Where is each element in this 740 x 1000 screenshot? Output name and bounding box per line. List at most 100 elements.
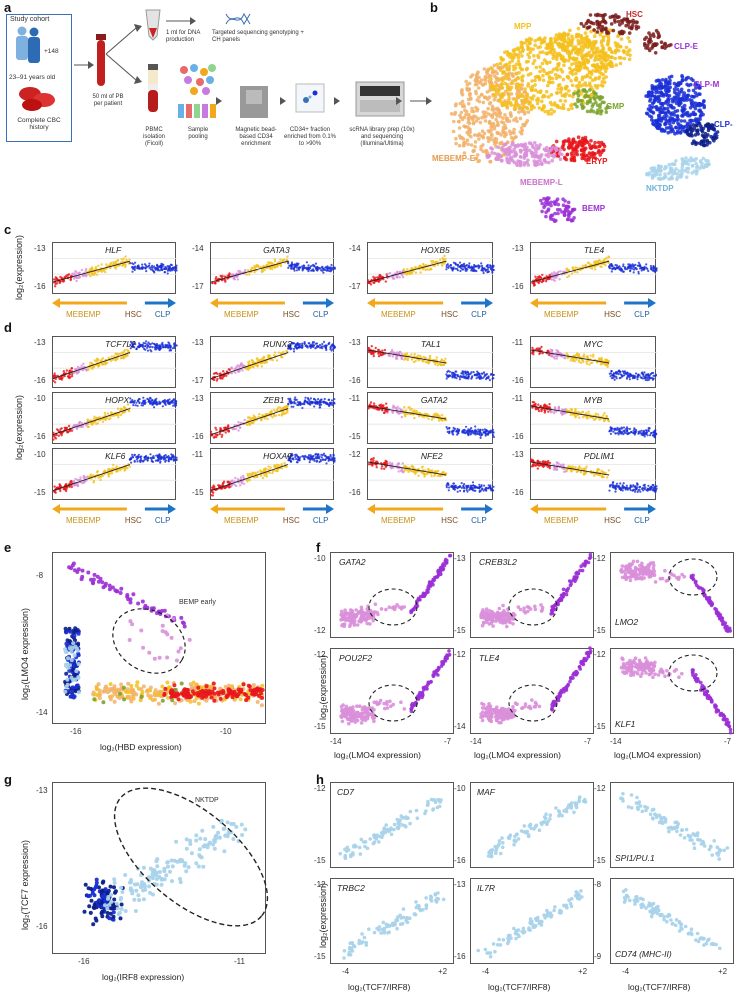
facs-plot-icon bbox=[295, 83, 325, 113]
g-xtick-left: -16 bbox=[78, 957, 90, 966]
c-ytick-bottom-3: -16 bbox=[512, 282, 524, 291]
g-xlabel: log₂(IRF8 expression) bbox=[102, 972, 185, 982]
panel-a-workflow: Study cohort +148 23–91 years old Comple… bbox=[0, 0, 432, 215]
d-ytick-top-6: -11 bbox=[349, 394, 360, 403]
d-lineage-arrows-3 bbox=[530, 504, 656, 514]
d-plot-9: HOXA9 bbox=[210, 448, 336, 500]
f-xtick-left-0: -14 bbox=[330, 737, 342, 746]
d-scatter-6 bbox=[367, 401, 495, 439]
label-clp-e: CLP-E bbox=[674, 42, 698, 51]
c-xlabel-clp-3: CLP bbox=[634, 310, 650, 319]
people-icon bbox=[16, 26, 40, 63]
h-xtick-left-1: -4 bbox=[482, 967, 490, 976]
f-ytick-bottom-2: -15 bbox=[594, 626, 606, 635]
h-xlabel-1: log₂(TCF7/IRF8) bbox=[488, 982, 551, 992]
umap-scatter bbox=[449, 12, 720, 223]
d-xlabel-clp-0: CLP bbox=[154, 516, 171, 525]
d-gene-3: MYC bbox=[583, 339, 603, 349]
pbmc-tube-icon bbox=[148, 64, 158, 112]
d-scatter-4 bbox=[51, 396, 178, 441]
c-gene-1: GATA3 bbox=[263, 245, 290, 255]
pooling-icon bbox=[178, 64, 216, 118]
panel-letter-d: d bbox=[4, 320, 12, 335]
d-scatter-5 bbox=[209, 396, 336, 439]
d-ytick-top-4: -10 bbox=[34, 394, 46, 403]
f-plot-3: POU2F2 bbox=[330, 648, 454, 734]
label-hsc: HSC bbox=[626, 10, 643, 19]
cohort-age: 23–91 years old bbox=[9, 74, 56, 81]
c-xlabel-clp-1: CLP bbox=[312, 310, 329, 319]
e-ylabel: log₂(LMO4 expression) bbox=[20, 607, 30, 700]
d-scatter-10 bbox=[367, 457, 495, 493]
f-gene-0: GATA2 bbox=[339, 557, 366, 567]
d-scatter-7 bbox=[530, 400, 658, 439]
h-xtick-left-0: -4 bbox=[342, 967, 350, 976]
d-plot-10: NFE2 bbox=[367, 448, 495, 500]
h-xtick-left-2: -4 bbox=[622, 967, 630, 976]
f-plot-4: TLE4 bbox=[470, 646, 594, 734]
h-plot-4: IL7R bbox=[470, 878, 594, 964]
h-ytick-top-4: -13 bbox=[454, 880, 466, 889]
c-scatter-0 bbox=[52, 255, 178, 288]
c-lineage-arrows-0 bbox=[52, 298, 176, 308]
blood-cells-icon bbox=[19, 87, 55, 111]
g-ylabel: log₂(TCF7 expression) bbox=[20, 839, 30, 930]
c-plot-0: HLF bbox=[52, 242, 178, 294]
f-xtick-right-2: -7 bbox=[724, 737, 732, 746]
panel-letter-f: f bbox=[316, 540, 321, 555]
d-ytick-top-0: -13 bbox=[34, 338, 46, 347]
f-gene-5: KLF1 bbox=[615, 719, 636, 729]
label-gmp: GMP bbox=[606, 102, 625, 111]
h-xtick-right-1: +2 bbox=[578, 967, 588, 976]
f-ytick-bottom-1: -15 bbox=[454, 626, 466, 635]
c-ytick-top-2: -14 bbox=[349, 244, 361, 253]
d-ytick-top-5: -13 bbox=[192, 394, 204, 403]
h-gene-3: TRBC2 bbox=[337, 883, 365, 893]
d-ytick-bottom-5: -16 bbox=[192, 432, 204, 441]
f-xtick-left-2: -14 bbox=[610, 737, 622, 746]
c-xlabel-hsc-0: HSC bbox=[124, 310, 142, 319]
d-xlabel-mebemp-3: MEBEMP bbox=[544, 516, 579, 525]
d-gene-0: TCF7L2 bbox=[105, 339, 136, 349]
nktdp-annotation: NKTDP bbox=[195, 797, 219, 804]
cbc-history: Complete CBC history bbox=[17, 117, 61, 132]
d-xlabel-hsc-1: HSC bbox=[282, 516, 300, 525]
e-ytick-bottom: -14 bbox=[36, 708, 48, 717]
f-ytick-top-3: -12 bbox=[314, 650, 326, 659]
panel-c-ylabel: log₂(expression) bbox=[14, 234, 24, 300]
f-ytick-top-2: -12 bbox=[594, 554, 606, 563]
pb-volume: 50 ml of PB per patient bbox=[92, 94, 124, 107]
f-gene-2: LMO2 bbox=[615, 617, 639, 627]
h-ytick-top-0: -12 bbox=[314, 784, 326, 793]
panel-letter-b: b bbox=[430, 0, 438, 15]
panel-letter-h: h bbox=[316, 772, 324, 787]
d-ytick-bottom-2: -16 bbox=[349, 376, 361, 385]
d-ytick-bottom-8: -15 bbox=[34, 488, 46, 497]
f-xtick-right-0: -7 bbox=[444, 737, 452, 746]
h-ytick-bottom-4: -16 bbox=[454, 952, 466, 961]
d-gene-10: NFE2 bbox=[420, 451, 443, 461]
c-gene-2: HOXB5 bbox=[420, 245, 450, 255]
label-bemp: BEMP bbox=[582, 204, 606, 213]
dna-helix-icon bbox=[225, 12, 251, 26]
e-xlabel: log₂(HBD expression) bbox=[100, 742, 182, 752]
d-ytick-bottom-6: -15 bbox=[349, 432, 361, 441]
h-ytick-bottom-0: -15 bbox=[314, 856, 326, 865]
targeted-seq: Targeted sequencing genotyping + CH pane… bbox=[212, 30, 304, 43]
d-ytick-bottom-1: -17 bbox=[192, 376, 204, 385]
d-scatter-3 bbox=[530, 345, 657, 382]
d-gene-9: HOXA9 bbox=[263, 451, 292, 461]
f-ytick-top-5: -12 bbox=[594, 650, 606, 659]
label-mpp: MPP bbox=[514, 22, 532, 31]
d-ytick-bottom-10: -16 bbox=[349, 488, 361, 497]
d-plot-6: GATA2 bbox=[367, 392, 495, 444]
c-xlabel-hsc-3: HSC bbox=[604, 310, 621, 319]
h-xlabel-0: log₂(TCF7/IRF8) bbox=[348, 982, 411, 992]
f-xtick-right-1: -7 bbox=[584, 737, 592, 746]
c-ytick-bottom-1: -17 bbox=[192, 282, 204, 291]
d-ytick-bottom-0: -16 bbox=[34, 376, 46, 385]
d-gene-5: ZEB1 bbox=[263, 395, 285, 405]
f-scatter-2 bbox=[619, 558, 733, 633]
h-gene-5: CD74 (MHC-II) bbox=[615, 949, 672, 959]
label-clp-m: CLP-M bbox=[694, 80, 720, 89]
